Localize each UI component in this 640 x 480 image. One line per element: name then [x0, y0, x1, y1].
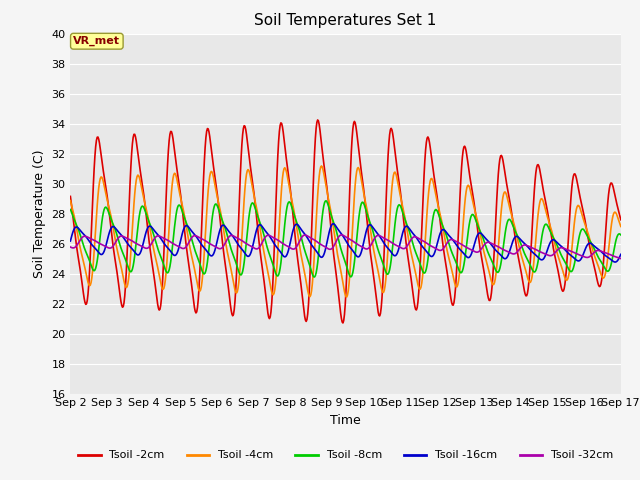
Y-axis label: Soil Temperature (C): Soil Temperature (C)	[33, 149, 45, 278]
Tsoil -16cm	[218, 223, 226, 228]
Tsoil -2cm	[617, 217, 625, 223]
Tsoil -2cm	[77, 268, 84, 274]
Tsoil -8cm	[414, 255, 422, 261]
Tsoil -32cm	[189, 233, 196, 239]
Line: Tsoil -16cm: Tsoil -16cm	[70, 224, 621, 262]
Tsoil -8cm	[310, 274, 317, 280]
Tsoil -4cm	[430, 183, 438, 189]
Tsoil -4cm	[218, 217, 226, 223]
Tsoil -32cm	[337, 232, 345, 238]
Tsoil -8cm	[77, 232, 84, 238]
Tsoil -32cm	[218, 245, 226, 251]
Tsoil -16cm	[133, 252, 141, 257]
Tsoil -2cm	[339, 320, 347, 326]
Tsoil -8cm	[430, 210, 438, 216]
Tsoil -16cm	[67, 238, 74, 244]
Tsoil -16cm	[189, 230, 196, 236]
Tsoil -8cm	[218, 216, 226, 222]
Tsoil -32cm	[617, 256, 625, 262]
Tsoil -32cm	[413, 235, 421, 240]
X-axis label: Time: Time	[330, 414, 361, 427]
Tsoil -2cm	[133, 144, 141, 149]
Tsoil -2cm	[189, 293, 196, 299]
Line: Tsoil -8cm: Tsoil -8cm	[70, 201, 621, 277]
Line: Tsoil -2cm: Tsoil -2cm	[70, 120, 621, 323]
Tsoil -8cm	[617, 232, 625, 238]
Tsoil -4cm	[77, 246, 84, 252]
Line: Tsoil -4cm: Tsoil -4cm	[70, 166, 621, 297]
Legend: Tsoil -2cm, Tsoil -4cm, Tsoil -8cm, Tsoil -16cm, Tsoil -32cm: Tsoil -2cm, Tsoil -4cm, Tsoil -8cm, Tsoi…	[74, 446, 618, 465]
Tsoil -4cm	[189, 259, 196, 264]
Line: Tsoil -32cm: Tsoil -32cm	[70, 235, 621, 259]
Tsoil -2cm	[414, 299, 422, 305]
Tsoil -16cm	[413, 236, 421, 241]
Tsoil -8cm	[322, 198, 330, 204]
Tsoil -2cm	[218, 235, 226, 241]
Tsoil -32cm	[77, 237, 84, 243]
Tsoil -16cm	[612, 259, 620, 265]
Tsoil -4cm	[317, 163, 325, 169]
Tsoil -32cm	[67, 244, 74, 250]
Tsoil -16cm	[617, 252, 625, 257]
Tsoil -8cm	[133, 232, 141, 238]
Tsoil -32cm	[133, 241, 141, 247]
Tsoil -16cm	[429, 252, 437, 258]
Tsoil -16cm	[329, 221, 337, 227]
Tsoil -4cm	[414, 282, 422, 288]
Tsoil -2cm	[430, 173, 438, 179]
Tsoil -32cm	[429, 244, 437, 250]
Tsoil -4cm	[343, 294, 351, 300]
Tsoil -2cm	[67, 193, 74, 199]
Title: Soil Temperatures Set 1: Soil Temperatures Set 1	[255, 13, 436, 28]
Text: VR_met: VR_met	[74, 36, 120, 47]
Tsoil -2cm	[314, 117, 321, 123]
Tsoil -16cm	[77, 228, 84, 233]
Tsoil -8cm	[67, 207, 74, 213]
Tsoil -4cm	[133, 174, 141, 180]
Tsoil -4cm	[67, 198, 74, 204]
Tsoil -4cm	[617, 224, 625, 229]
Tsoil -8cm	[189, 241, 196, 247]
